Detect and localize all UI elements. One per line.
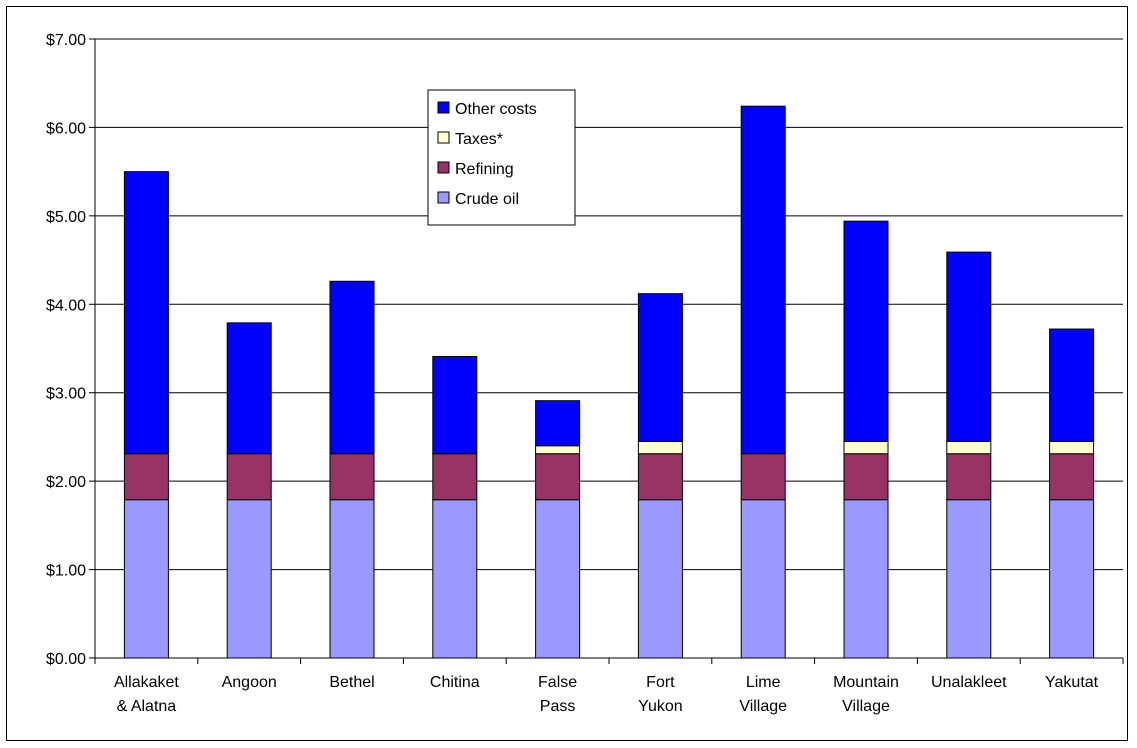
bar-other-costs: [740, 105, 786, 455]
bar-refining: [123, 453, 169, 501]
bar-crude-oil: [226, 499, 272, 659]
bar-crude-oil: [535, 499, 581, 659]
y-tick-label: $3.00: [46, 386, 86, 403]
x-tick-label: Mountain Village: [833, 674, 899, 715]
bar-refining: [843, 453, 889, 501]
y-tick-label: $5.00: [46, 209, 86, 226]
bar-refining: [740, 453, 786, 501]
bar-crude-oil: [740, 499, 786, 659]
bar-other-costs: [1049, 328, 1095, 442]
bar-crude-oil: [432, 499, 478, 659]
y-tick-labels: $0.00 $1.00 $2.00 $3.00 $4.00 $5.00 $6.00 $7.00: [46, 32, 86, 668]
bar-taxes: [535, 445, 581, 455]
x-tick-label: Fort Yukon: [638, 674, 682, 715]
legend-label: Refining: [455, 161, 514, 178]
bar-taxes: [946, 440, 992, 455]
x-tick-label: Angoon: [222, 674, 277, 691]
bar-other-costs: [329, 280, 375, 455]
bar-taxes: [843, 440, 889, 455]
y-tick-label: $4.00: [46, 297, 86, 314]
bar-other-costs: [226, 322, 272, 455]
x-tick-label: Allakaket & Alatna: [114, 674, 179, 715]
legend-box: [427, 89, 576, 226]
y-tick-label: $6.00: [46, 120, 86, 137]
legend-swatch: [437, 191, 450, 204]
y-tick-label: $2.00: [46, 474, 86, 491]
x-tick-labels: Allakaket & Alatna Angoon Bethel Chitina Fals…: [114, 674, 1099, 715]
axes: [89, 38, 1124, 664]
legend-label: Other costs: [455, 101, 537, 118]
bar-other-costs: [535, 400, 581, 447]
bar-crude-oil: [123, 499, 169, 659]
bar-refining: [1049, 453, 1095, 501]
bar-refining: [535, 453, 581, 501]
bar-other-costs: [123, 171, 169, 455]
bar-refining: [432, 453, 478, 501]
legend: Other costs Taxes* Refining Crude oil: [427, 89, 576, 226]
bar-other-costs: [946, 251, 992, 442]
bar-crude-oil: [637, 499, 683, 659]
bar-crude-oil: [843, 499, 889, 659]
bar-other-costs: [432, 355, 478, 455]
x-tick-label: Lime Village: [739, 674, 787, 715]
bar-refining: [637, 453, 683, 501]
bar-refining: [226, 453, 272, 501]
x-tick-label: Bethel: [329, 674, 374, 691]
bars: [123, 105, 1095, 659]
bar-crude-oil: [329, 499, 375, 659]
bar-refining: [946, 453, 992, 501]
legend-label: Crude oil: [455, 191, 519, 208]
y-tick-label: $1.00: [46, 563, 86, 580]
bar-refining: [329, 453, 375, 501]
bar-other-costs: [637, 293, 683, 442]
legend-swatch: [437, 161, 450, 174]
bar-taxes: [1049, 440, 1095, 455]
x-tick-label: Unalakleet: [931, 674, 1007, 691]
bar-other-costs: [843, 220, 889, 442]
bar-taxes: [637, 440, 683, 455]
x-tick-label: False Pass: [538, 674, 577, 715]
bar-crude-oil: [946, 499, 992, 659]
y-tick-label: $0.00: [46, 651, 86, 668]
x-tick-label: Yakutat: [1045, 674, 1099, 691]
x-tick-label: Chitina: [430, 674, 480, 691]
bar-crude-oil: [1049, 499, 1095, 659]
legend-label: Taxes*: [455, 131, 503, 148]
y-tick-label: $7.00: [46, 32, 86, 49]
legend-swatch: [437, 101, 450, 114]
legend-swatch: [437, 131, 450, 144]
